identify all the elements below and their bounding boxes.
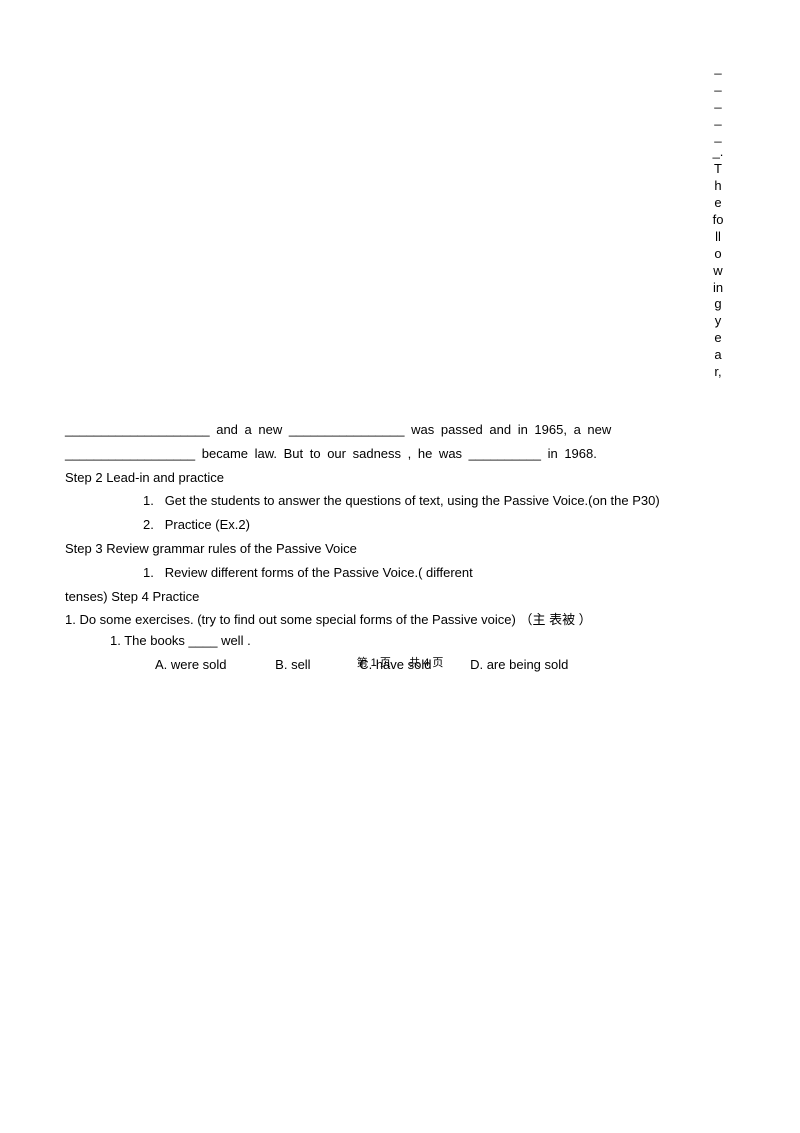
step-2-heading: Step 2 Lead-in and practice (65, 468, 735, 489)
item-text: Review different forms of the Passive Vo… (165, 565, 473, 580)
vertical-blank: _ (714, 128, 721, 143)
page-footer: 第 1 页 共 4 页 (0, 655, 800, 673)
footer-page-number: 1 (371, 657, 377, 669)
vertical-char: in (713, 280, 723, 295)
vertical-char: fo (713, 212, 724, 227)
item-number: 1. (143, 493, 154, 508)
practice-instruction: 1. Do some exercises. (try to find out s… (65, 610, 735, 631)
footer-page-label: 第 (357, 657, 368, 669)
step-3-item-1: 1. Review different forms of the Passive… (65, 563, 735, 584)
step-2-item-1: 1. Get the students to answer the questi… (65, 491, 735, 512)
vertical-blank: _. (713, 144, 724, 159)
vertical-char: g (714, 296, 721, 311)
blank-1: ____________________ (65, 422, 210, 437)
question-1: 1. The books ____ well . (65, 631, 735, 652)
vertical-blank: _ (714, 60, 721, 75)
item-number: 1. (143, 565, 154, 580)
step-2-item-2: 2. Practice (Ex.2) (65, 515, 735, 536)
vertical-char: w (713, 263, 722, 278)
blank-3: __________________ (65, 446, 195, 461)
item-number: 2. (143, 517, 154, 532)
text-segment: in 1968. (541, 446, 597, 461)
vertical-char: y (715, 313, 722, 328)
step-3-continuation: tenses) Step 4 Practice (65, 587, 735, 608)
vertical-char: e (714, 330, 721, 345)
vertical-char: a (714, 347, 721, 362)
vertical-blank: _ (714, 94, 721, 109)
footer-total-suffix: 页 (432, 657, 443, 669)
blank-2: ________________ (289, 422, 405, 437)
footer-page-suffix: 页 (380, 657, 391, 669)
main-content: ____________________ and a new _________… (65, 420, 735, 676)
vertical-char: r, (714, 364, 721, 379)
vertical-text-column: _ _ _ _ _ _. T h e fo ll o w in g y e a … (711, 60, 725, 381)
item-text: Practice (Ex.2) (165, 517, 250, 532)
step-3-heading: Step 3 Review grammar rules of the Passi… (65, 539, 735, 560)
vertical-char: T (714, 161, 722, 176)
text-segment: was passed and in 1965, a new (405, 422, 612, 437)
vertical-char: h (714, 178, 721, 193)
vertical-char: e (714, 195, 721, 210)
item-text: Get the students to answer the questions… (165, 493, 660, 508)
vertical-char: ll (715, 229, 721, 244)
vertical-char: o (714, 246, 721, 261)
blank-4: __________ (469, 446, 541, 461)
footer-total-number: 4 (423, 657, 429, 669)
vertical-blank: _ (714, 111, 721, 126)
vertical-blank: _ (714, 77, 721, 92)
fill-blank-paragraph-1: ____________________ and a new _________… (65, 420, 735, 441)
text-segment: became law. But to our sadness , he was (195, 446, 469, 461)
footer-total-label: 共 (409, 657, 420, 669)
fill-blank-paragraph-2: __________________ became law. But to ou… (65, 444, 735, 465)
text-segment: and a new (210, 422, 289, 437)
